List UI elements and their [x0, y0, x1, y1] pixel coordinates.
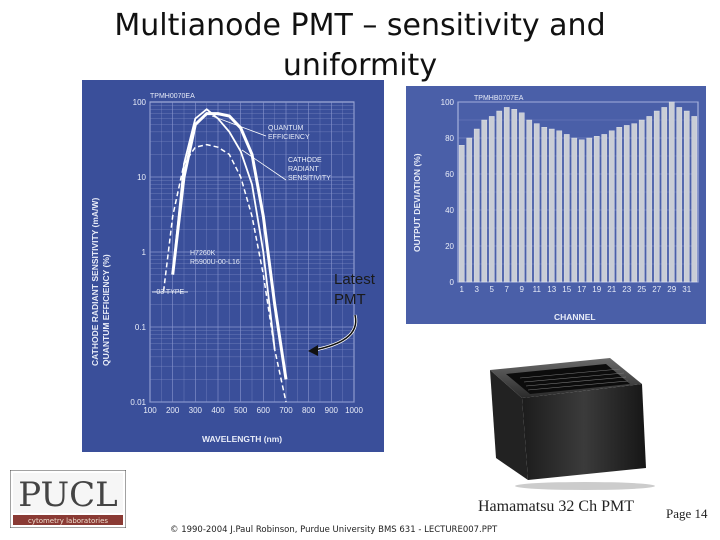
label-03-type: -03 TYPE [154, 289, 185, 296]
y-tick-label: 20 [445, 242, 454, 251]
x-tick-label: 11 [533, 285, 542, 294]
bar-channel [541, 127, 548, 283]
x-tick-label: 31 [682, 285, 691, 294]
x-tick-label: 9 [520, 285, 525, 294]
leader-line [241, 149, 287, 181]
bar-channel [548, 128, 555, 283]
latest-pmt-label: Latest PMT [334, 270, 375, 310]
x-tick-label: 800 [302, 406, 316, 415]
latest-pmt-arrow [308, 314, 358, 356]
bar-channel [511, 109, 518, 283]
bar-channel [638, 119, 645, 283]
y-tick-label: 0.1 [135, 323, 147, 332]
y-tick-label: 60 [445, 170, 454, 179]
spectral-response-chart: TPMH0070EA 100 200 300 400 500 600 700 800 900 10… [82, 80, 384, 452]
bar-channel [578, 139, 585, 283]
series-line [171, 108, 276, 350]
bar-channel [691, 116, 698, 283]
leader-line [211, 115, 267, 137]
bar-channel [458, 145, 465, 283]
bar-channel [473, 128, 480, 283]
footer-copyright: © 1990-2004 J.Paul Robinson, Purdue Univ… [170, 525, 498, 535]
label-h7260k: H7260K R5900U-00-L16 [190, 250, 240, 266]
bar-channel [653, 110, 660, 283]
x-axis-title: WAVELENGTH (nm) [202, 434, 282, 444]
y-tick-label: 100 [133, 98, 147, 107]
x-tick-label: 27 [652, 285, 661, 294]
bar-channel [518, 112, 525, 283]
x-tick-label: 15 [562, 285, 571, 294]
x-tick-label: 600 [257, 406, 271, 415]
bar-channel [646, 116, 653, 283]
bar-channel [683, 110, 690, 283]
bar-channel [623, 125, 630, 283]
bar-channel [586, 137, 593, 283]
bar-channel [616, 127, 623, 283]
x-tick-label: 300 [189, 406, 203, 415]
bar-channel [631, 123, 638, 283]
bar-channel [488, 116, 495, 283]
x-tick-label: 5 [490, 285, 495, 294]
x-tick-label: 29 [667, 285, 676, 294]
chart-tag: TPMH0070EA [150, 93, 195, 100]
series-line [171, 112, 288, 380]
x-tick-label: 23 [622, 285, 631, 294]
x-tick-label: 400 [211, 406, 225, 415]
series-line [162, 143, 287, 403]
x-tick-label: 3 [475, 285, 480, 294]
x-tick-label: 1 [460, 285, 465, 294]
x-tick-label: 17 [577, 285, 586, 294]
y-axis-title: CATHODE RADIANT SENSITIVITY (mA/W) QUANT… [90, 195, 111, 366]
pucl-logo: PUCL cytometry laboratories [10, 470, 126, 528]
bar-channel [496, 110, 503, 283]
bar-channel [556, 130, 563, 283]
y-tick-label: 80 [445, 134, 454, 143]
chart-tag: TPMHB0707EA [474, 95, 524, 102]
pmt-photo [490, 358, 655, 490]
bar-channel [601, 134, 608, 283]
y-tick-label: 40 [445, 206, 454, 215]
logo-text: PUCL [18, 475, 118, 515]
y-tick-label: 100 [441, 98, 455, 107]
x-axis-title: CHANNEL [554, 312, 596, 322]
x-tick-label: 500 [234, 406, 248, 415]
channel-uniformity-chart: TPMHB0707EA 1 3 5 7 9 11 13 15 17 19 21 23 25 27 29 31 … [406, 86, 706, 324]
bar-channel [526, 119, 533, 283]
x-tick-label: 21 [607, 285, 616, 294]
bar-channel [503, 107, 510, 283]
x-tick-label: 1000 [345, 406, 363, 415]
y-tick-label: 1 [142, 248, 147, 257]
x-tick-label: 19 [592, 285, 601, 294]
bar-channel [661, 107, 668, 283]
page-number: Page 14 [666, 506, 708, 521]
photo-caption: Hamamatsu 32 Ch PMT [478, 498, 634, 515]
y-tick-label: 0.01 [130, 398, 146, 407]
x-tick-label: 900 [325, 406, 339, 415]
bar-channel [668, 101, 675, 283]
x-tick-label: 13 [547, 285, 556, 294]
bar-channel [563, 134, 570, 283]
bar-channel [466, 137, 473, 283]
y-tick-label: 0 [450, 278, 455, 287]
y-tick-label: 10 [137, 173, 146, 182]
bar-channel [533, 123, 540, 283]
slide-title: Multianode PMT – sensitivity and uniform… [114, 8, 606, 83]
x-tick-label: 7 [505, 285, 510, 294]
bar-channel [676, 107, 683, 283]
label-quantum-efficiency: QUANTUM EFFICIENCY [268, 125, 310, 141]
bar-channel [593, 136, 600, 283]
bar-channel [571, 137, 578, 283]
x-tick-label: 100 [143, 406, 157, 415]
x-tick-label: 25 [637, 285, 646, 294]
bar-channel [481, 119, 488, 283]
x-tick-label: 200 [166, 406, 180, 415]
label-cathode-radiant-sensitivity: CATHODE RADIANT SENSITIVITY [288, 157, 331, 182]
bar-channel [608, 130, 615, 283]
logo-subtitle: cytometry laboratories [28, 517, 108, 525]
x-tick-label: 700 [279, 406, 293, 415]
latest-pmt-text: Latest PMT [334, 271, 375, 308]
y-axis-title: OUTPUT DEVIATION (%) [412, 153, 422, 252]
